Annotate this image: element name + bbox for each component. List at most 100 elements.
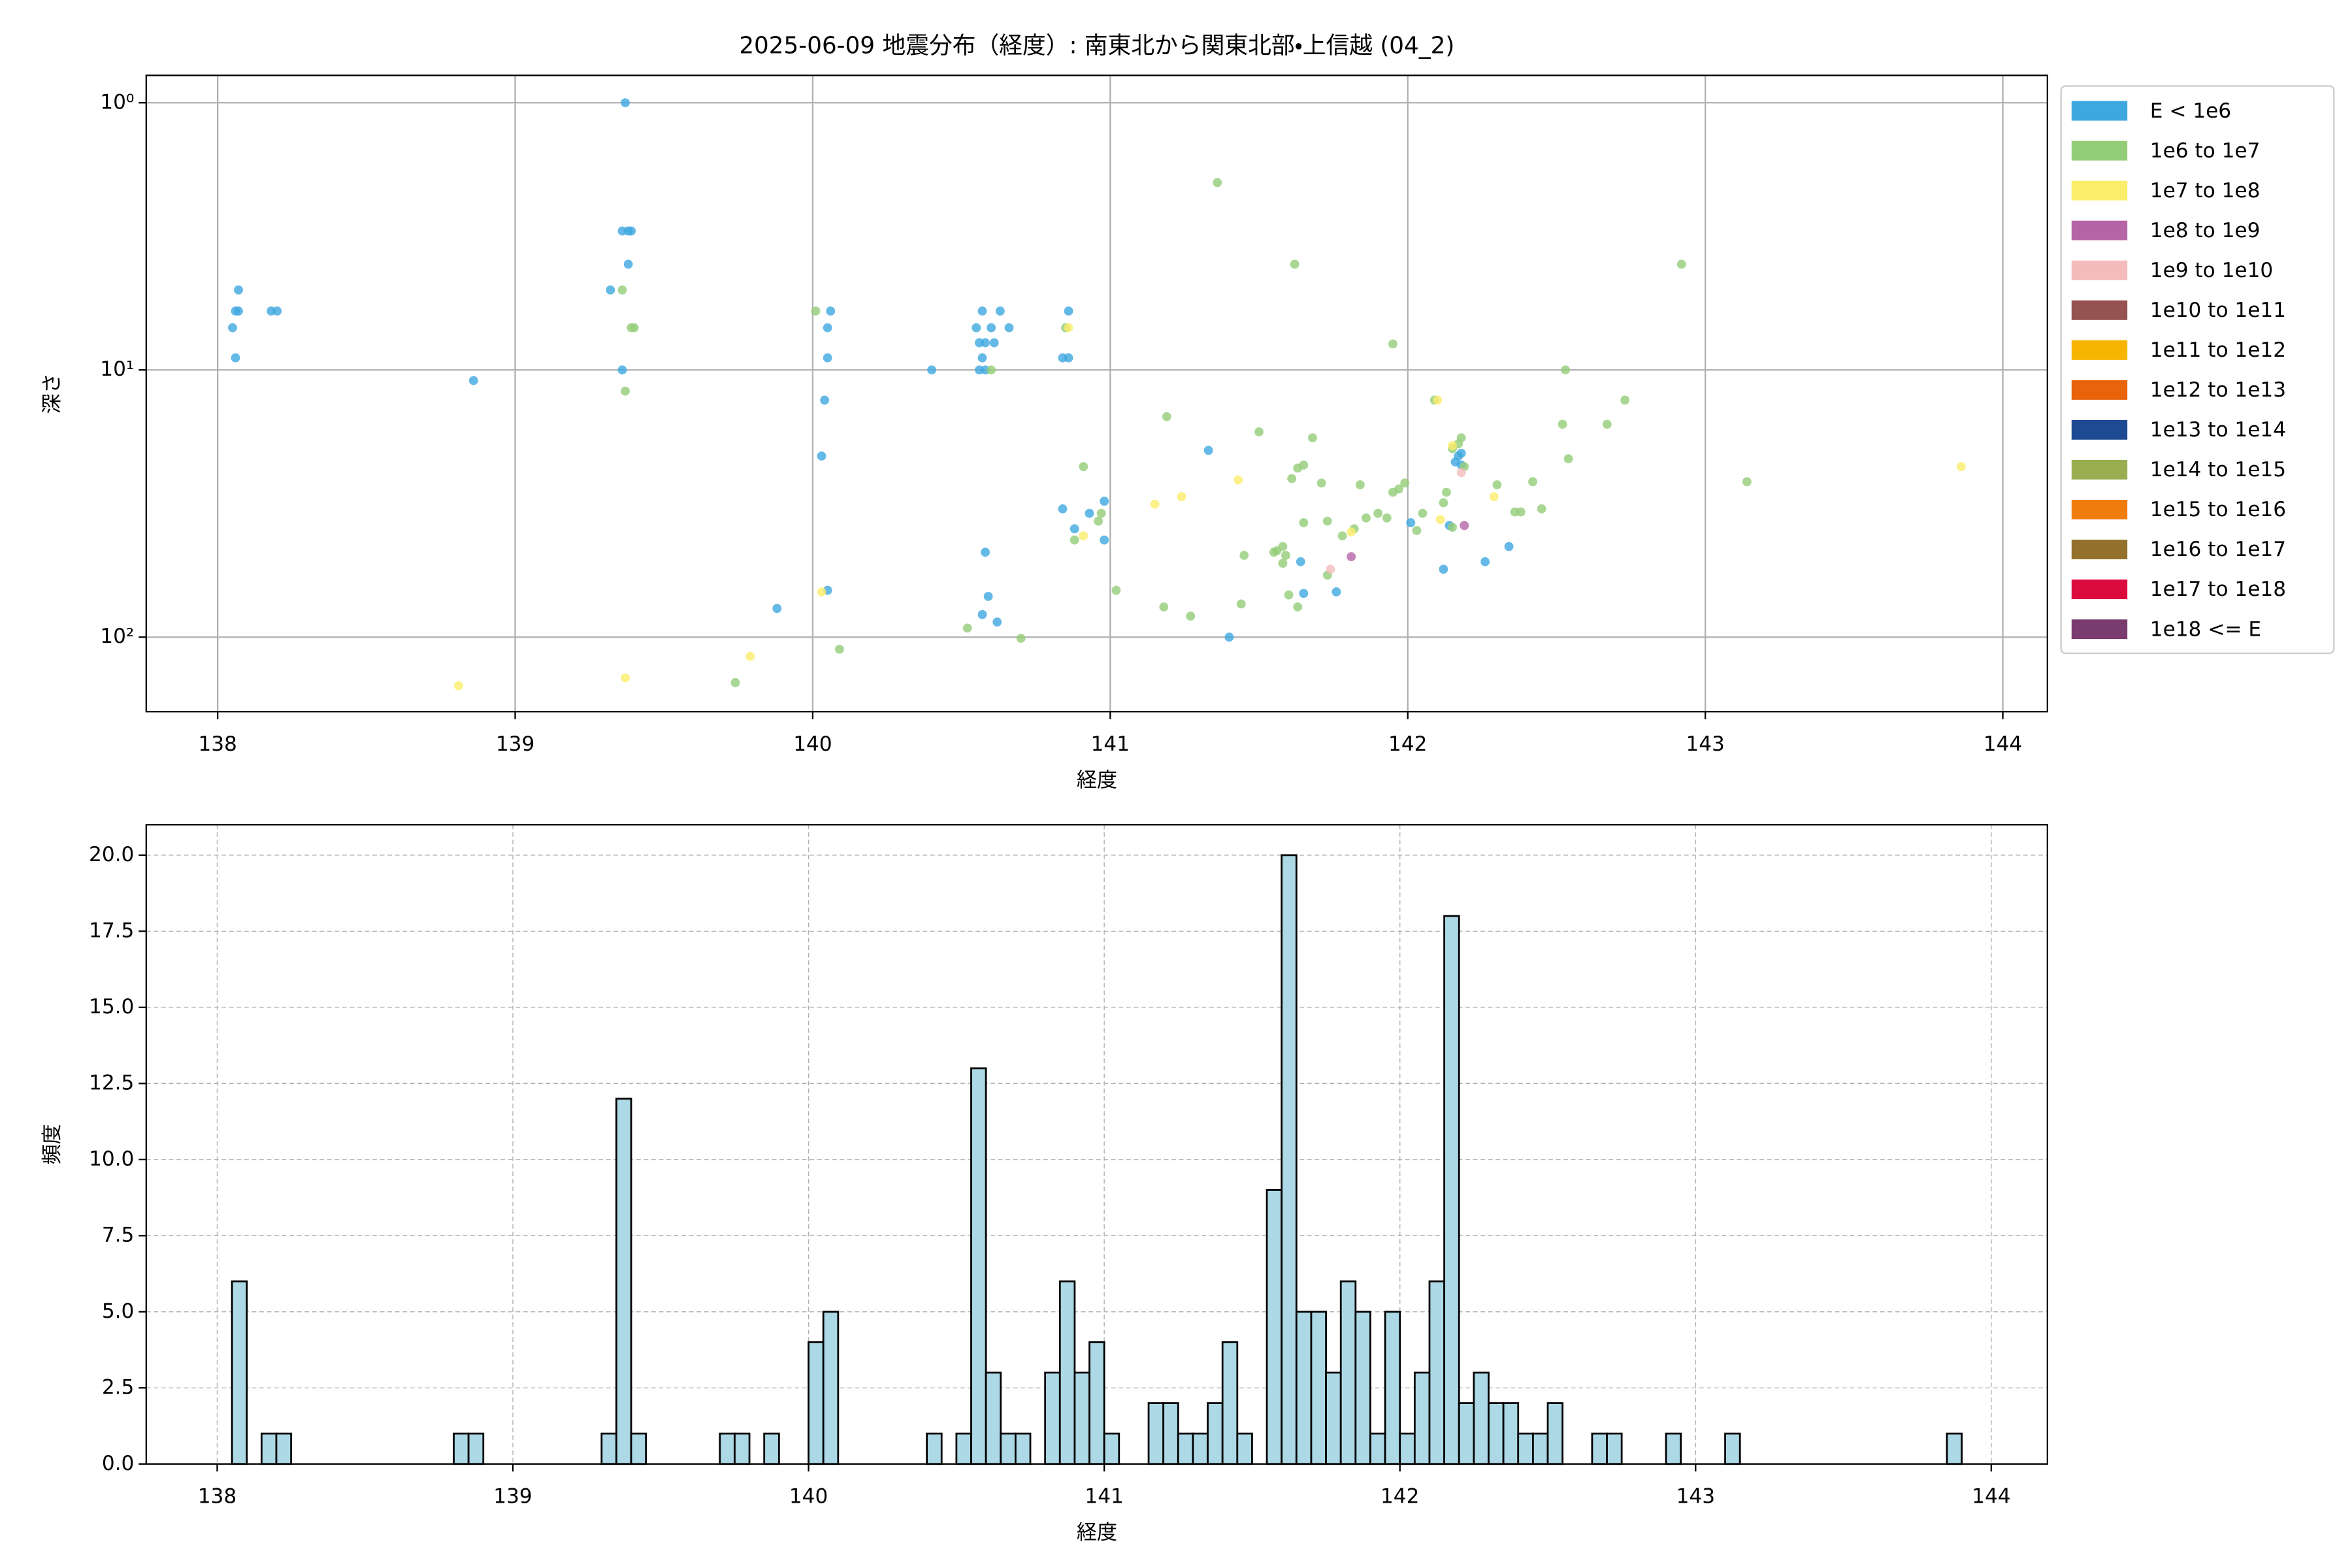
legend-label: 1e8 to 1e9 (2150, 219, 2261, 242)
scatter-point (1308, 433, 1317, 443)
scatter-point (1448, 523, 1457, 532)
histogram-bar (1399, 1432, 1416, 1465)
histogram-bar (1015, 1432, 1032, 1465)
legend-label: 1e11 to 1e12 (2150, 338, 2286, 362)
scatter-point (987, 365, 996, 375)
scatter-point (1563, 454, 1573, 464)
histogram-bar (1591, 1432, 1608, 1465)
scatter-point (1064, 306, 1073, 316)
scatter-point (1439, 564, 1448, 574)
histogram-bar (822, 1311, 840, 1465)
scatter-point (1070, 524, 1079, 534)
scatter-point (1290, 259, 1299, 269)
scatter-point (454, 681, 463, 691)
scatter-point (1331, 587, 1341, 596)
scatter-point (817, 587, 826, 596)
histogram-bar (1428, 1280, 1445, 1465)
scatter-point (1489, 492, 1499, 502)
plot-frame (145, 824, 2048, 1465)
scatter-point (1394, 484, 1403, 494)
x-tick-label: 144 (1984, 732, 2022, 756)
scatter-point (1299, 518, 1309, 527)
scatter-point (977, 353, 987, 363)
legend-label: 1e14 to 1e15 (2150, 458, 2286, 482)
y-tick-label: 10⁰ (100, 90, 134, 114)
histogram-bar (1724, 1432, 1741, 1465)
scatter-point (1742, 477, 1752, 487)
histogram-bar (1488, 1402, 1505, 1465)
scatter-point (621, 673, 630, 683)
scatter-point (1224, 632, 1234, 642)
histogram-bar (453, 1432, 470, 1465)
scatter-point (730, 678, 740, 687)
legend-swatch (2071, 540, 2128, 560)
scatter-point (1111, 585, 1121, 595)
scatter-point (989, 338, 999, 348)
legend-label: 1e10 to 1e11 (2150, 299, 2286, 322)
scatter-point (1448, 441, 1457, 451)
scatter-point (927, 365, 937, 375)
histogram-bar (808, 1341, 825, 1465)
scatter-point (1326, 564, 1335, 574)
scatter-point (1400, 478, 1410, 488)
y-axis-label: 頻度 (41, 1124, 64, 1164)
scatter-point (1016, 634, 1026, 643)
histogram-bar (630, 1432, 647, 1465)
legend-label: 1e12 to 1e13 (2150, 378, 2286, 402)
histogram-bar (1088, 1341, 1105, 1465)
scatter-point (1177, 492, 1186, 502)
scatter-point (231, 353, 240, 363)
scatter-point (992, 617, 1002, 627)
histogram-bar (1192, 1432, 1209, 1465)
legend-label: 1e18 <= E (2150, 617, 2261, 641)
scatter-point (1159, 602, 1169, 612)
legend-swatch (2071, 340, 2128, 360)
scatter-point (234, 306, 243, 316)
scatter-point (1239, 551, 1249, 560)
scatter-point (1355, 480, 1365, 489)
scatter-point (1516, 507, 1526, 517)
scatter-point (826, 306, 836, 316)
scatter-point (1412, 526, 1422, 535)
histogram-bar (1103, 1432, 1120, 1465)
histogram-bar (1000, 1432, 1017, 1465)
histogram-bar (1325, 1371, 1342, 1465)
scatter-point (962, 623, 972, 633)
scatter-point (817, 451, 826, 461)
histogram-bar (600, 1432, 617, 1465)
histogram-bar (1517, 1432, 1534, 1465)
scatter-point (1435, 515, 1445, 525)
legend-swatch (2071, 101, 2128, 121)
scatter-point (227, 323, 237, 333)
scatter-point (1213, 178, 1222, 188)
scatter-point (272, 306, 282, 316)
histogram-bar (1502, 1402, 1520, 1465)
y-tick-label: 5.0 (102, 1299, 135, 1323)
scatter-point (1150, 499, 1160, 509)
histogram-bar (1044, 1371, 1061, 1465)
chart-title: 2025-06-09 地震分布（経度）: 南東北から関東北部・上信越 (04_2… (739, 33, 1454, 59)
scatter-point (1287, 474, 1297, 483)
scatter-point (1347, 552, 1356, 562)
y-tick-label: 2.5 (102, 1375, 135, 1399)
histogram-bar (1058, 1280, 1076, 1465)
histogram-bar (1339, 1280, 1357, 1465)
scatter-point (745, 651, 755, 661)
histogram-bar (1531, 1432, 1549, 1465)
scatter-point (1203, 446, 1213, 455)
scatter-point (1079, 462, 1088, 472)
legend-swatch (2071, 419, 2128, 440)
scatter-point (617, 285, 627, 295)
histogram-bar (1665, 1432, 1682, 1465)
scatter-point (234, 285, 243, 295)
histogram-bar (719, 1432, 736, 1465)
scatter-point (1296, 557, 1305, 566)
histogram-bar (467, 1432, 485, 1465)
legend-label: 1e6 to 1e7 (2150, 139, 2261, 163)
scatter-point (1186, 612, 1196, 621)
histogram-bar (1384, 1311, 1401, 1465)
scatter-point (1293, 602, 1303, 612)
histogram-bar (1546, 1402, 1564, 1465)
